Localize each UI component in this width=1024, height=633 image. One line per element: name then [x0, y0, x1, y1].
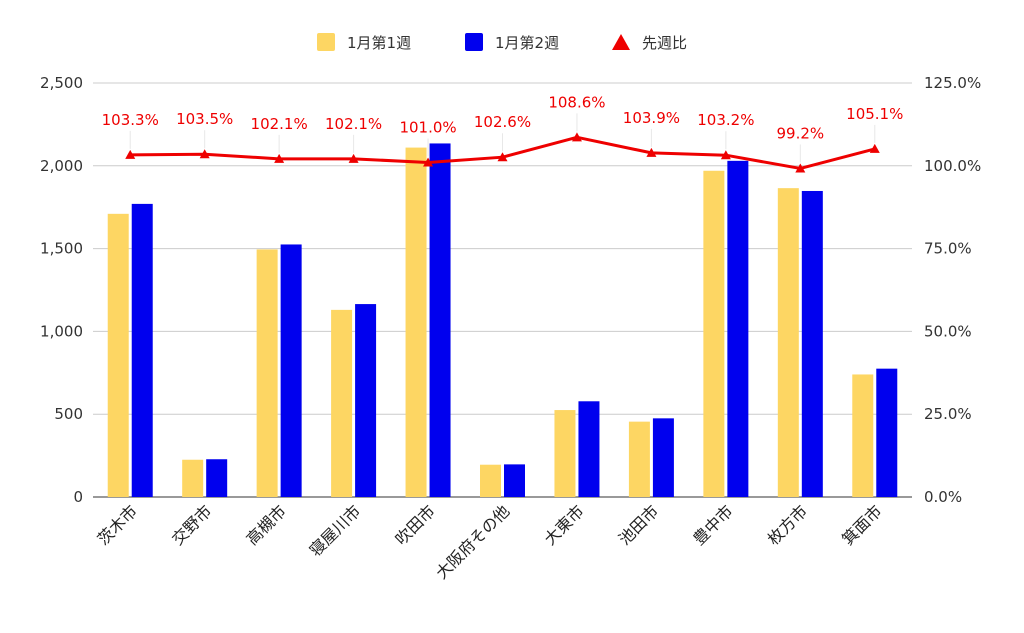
bar-week1 [256, 249, 278, 497]
bar-week1 [107, 213, 129, 497]
ratio-data-label: 105.1% [846, 105, 903, 123]
bar-week1 [703, 170, 725, 497]
legend-swatch [612, 34, 630, 50]
right-tick-label: 0.0% [924, 488, 962, 506]
ratio-marker [497, 152, 508, 162]
right-tick-label: 75.0% [924, 240, 972, 258]
data-labels: 103.3% 103.5% 102.1% 102.1% 101.0% 102.6% 108.… [102, 93, 904, 142]
left-tick-label: 0 [73, 488, 83, 506]
bar-week2 [578, 401, 600, 497]
category-label: 寝屋川市 [306, 501, 365, 560]
category-label: 豊中市 [689, 501, 736, 548]
bar-week2 [355, 304, 377, 497]
legend-label: 1月第1週 [347, 34, 411, 52]
category-label: 大東市 [540, 501, 587, 548]
bar-week2 [131, 203, 153, 497]
right-tick-label: 50.0% [924, 322, 972, 340]
category-label: 交野市 [168, 501, 215, 548]
category-label: 高槻市 [243, 501, 290, 548]
ratio-data-label: 102.1% [251, 115, 308, 133]
bar-week2 [280, 244, 302, 497]
bar-week1 [628, 421, 650, 497]
left-tick-label: 2,000 [40, 157, 83, 175]
ratio-line-layer [125, 113, 880, 173]
category-label: 池田市 [615, 501, 662, 548]
ratio-data-label: 103.9% [623, 109, 680, 127]
ratio-marker [720, 150, 731, 160]
ratio-marker [869, 143, 880, 153]
ratio-data-label: 103.2% [697, 111, 754, 129]
ratio-marker [795, 163, 806, 173]
category-label: 枚方市 [764, 501, 811, 548]
category-label: 吹田市 [391, 501, 438, 548]
left-tick-label: 1,000 [40, 322, 83, 340]
legend-item-week2: 1月第2週 [465, 33, 559, 52]
legend-label: 1月第2週 [495, 34, 559, 52]
bars [107, 143, 898, 498]
ratio-marker [646, 147, 657, 157]
category-label: 大阪府その他 [432, 501, 513, 582]
category-label: 茨木市 [94, 501, 141, 548]
left-tick-label: 500 [54, 405, 83, 423]
legend-label: 先週比 [642, 34, 687, 52]
bar-week1 [777, 188, 799, 497]
ratio-marker [423, 157, 434, 167]
right-tick-label: 125.0% [924, 74, 981, 92]
ratio-marker [571, 132, 582, 142]
bar-week2 [652, 418, 674, 497]
legend-swatch [317, 33, 335, 51]
bar-week2 [876, 368, 898, 497]
bar-week2 [504, 464, 525, 497]
bar-week1 [852, 374, 874, 497]
right-axis-ticks: 0.0% 25.0% 50.0% 75.0% 100.0% 125.0% [924, 74, 981, 506]
ratio-data-label: 108.6% [548, 93, 605, 111]
gridlines [93, 82, 912, 498]
bar-week2 [206, 459, 228, 497]
right-tick-label: 100.0% [924, 157, 981, 175]
ratio-data-label: 103.3% [102, 111, 159, 129]
left-tick-label: 1,500 [40, 240, 83, 258]
bar-week1 [405, 147, 427, 498]
bar-week1 [331, 309, 353, 497]
bar-week2 [429, 143, 451, 497]
legend-item-week1: 1月第1週 [317, 33, 411, 52]
legend-item-ratio: 先週比 [612, 34, 687, 52]
ratio-data-label: 102.1% [325, 115, 382, 133]
left-tick-label: 2,500 [40, 74, 83, 92]
legend-swatch [465, 33, 483, 51]
category-label: 箕面市 [838, 501, 885, 548]
ratio-marker [348, 153, 359, 163]
ratio-marker [274, 153, 285, 163]
ratio-data-label: 101.0% [399, 118, 456, 136]
bar-week1 [554, 410, 576, 497]
ratio-marker [199, 149, 210, 159]
right-tick-label: 25.0% [924, 405, 972, 423]
ratio-data-label: 99.2% [776, 124, 824, 142]
ratio-data-label: 103.5% [176, 110, 233, 128]
bar-week1 [480, 464, 501, 497]
bar-week2 [801, 190, 823, 498]
left-axis-ticks: 0 500 1,000 1,500 2,000 2,500 [40, 74, 83, 506]
bar-week1 [182, 459, 204, 497]
ratio-data-label: 102.6% [474, 113, 531, 131]
ratio-marker [125, 149, 136, 159]
bar-week2 [727, 160, 749, 497]
legend: 1月第1週 1月第2週 先週比 [317, 33, 687, 52]
